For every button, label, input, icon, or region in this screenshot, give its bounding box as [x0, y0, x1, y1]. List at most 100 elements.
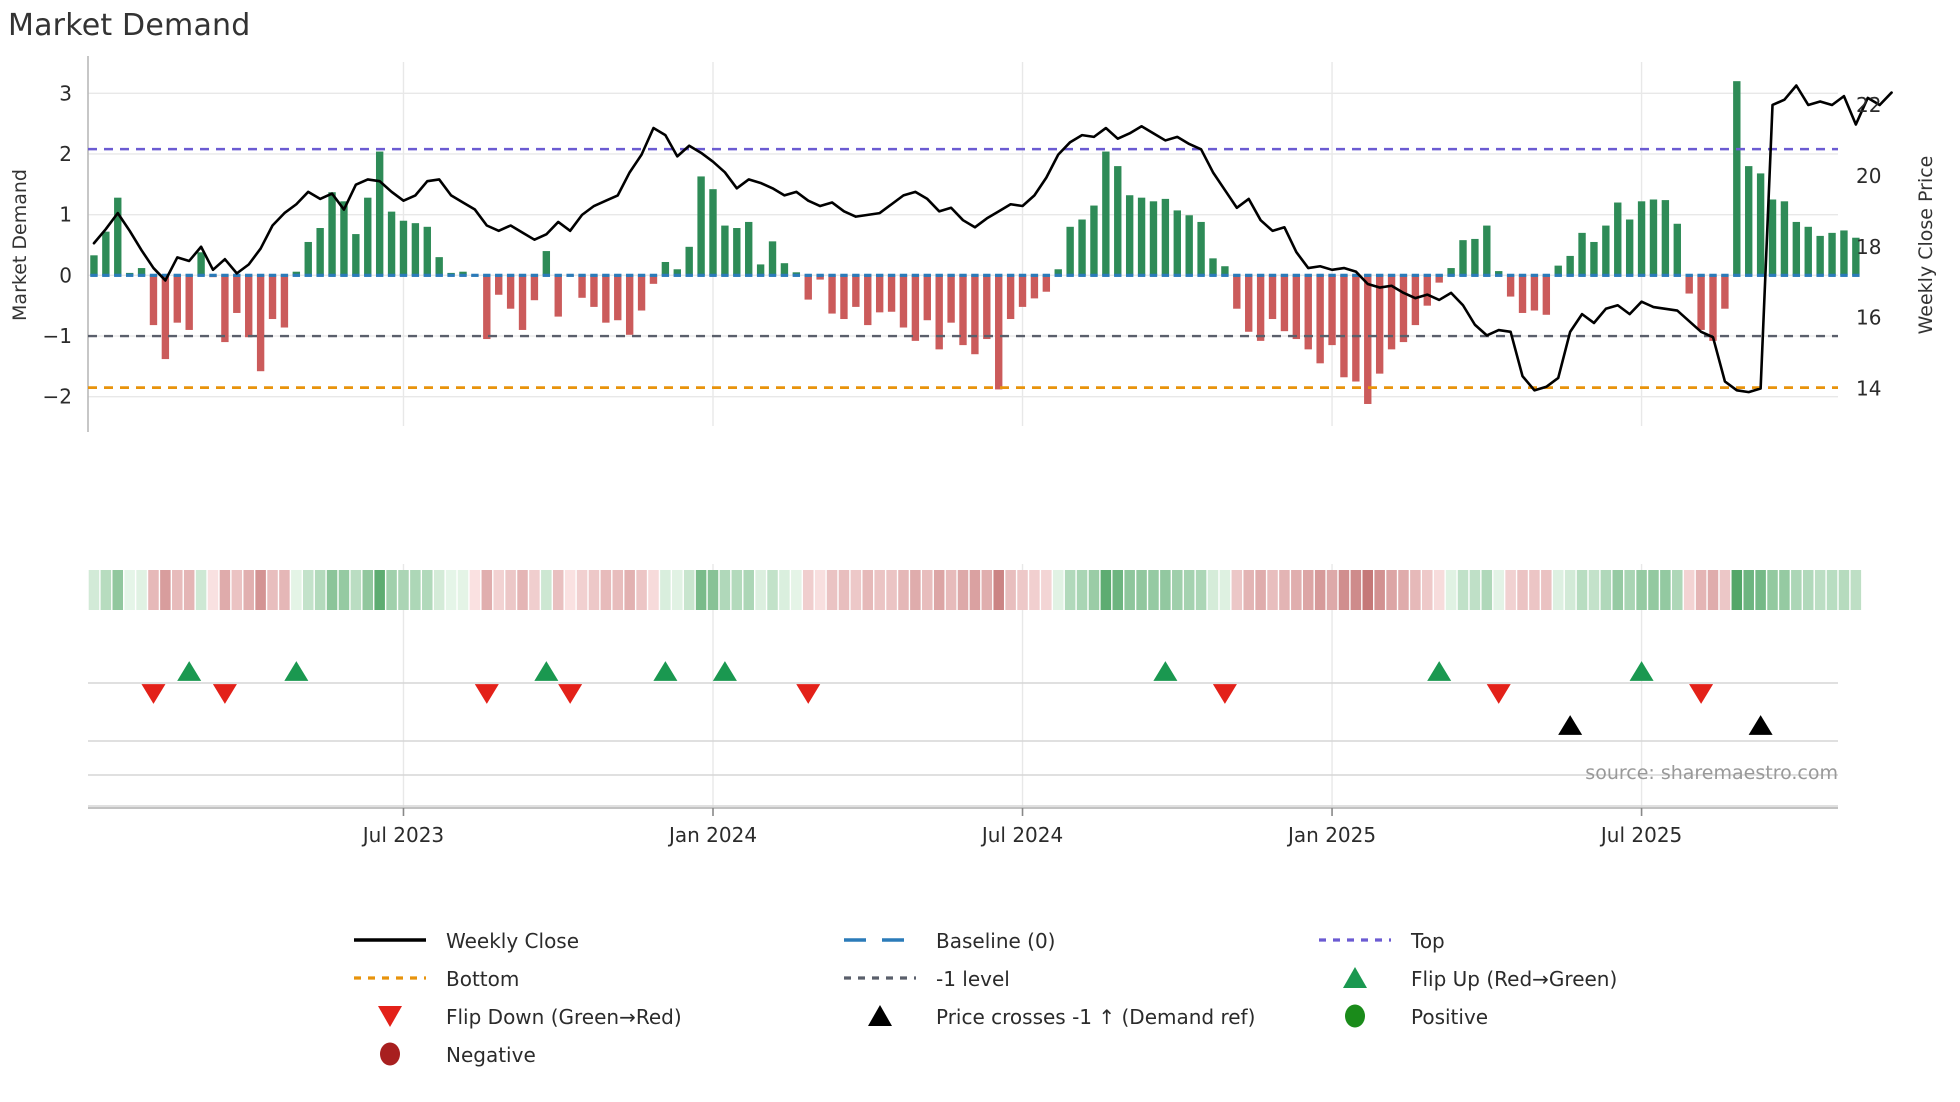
demand-bar [542, 251, 551, 276]
demand-bar [1649, 199, 1658, 276]
flip-down-marker[interactable] [1212, 684, 1237, 704]
flip-up-marker[interactable] [653, 661, 678, 681]
baseline-stub [1542, 273, 1551, 277]
flip-up-marker[interactable] [177, 661, 202, 681]
heatmap-cell [1302, 570, 1314, 610]
demand-bar [721, 225, 729, 276]
flip-down-marker[interactable] [796, 684, 821, 704]
legend-item[interactable]: Bottom [354, 967, 519, 991]
baseline-stub [935, 273, 943, 277]
heatmap-cell [1279, 570, 1290, 610]
legend-item[interactable]: Flip Up (Red→Green) [1343, 967, 1617, 991]
heatmap-cell [1826, 570, 1838, 610]
demand-bar [423, 226, 431, 276]
demand-bar [1530, 275, 1539, 311]
baseline-stub [1399, 273, 1408, 277]
legend-item[interactable]: Baseline (0) [844, 929, 1055, 953]
heatmap-cell [660, 570, 671, 610]
demand-bars [90, 81, 1860, 404]
demand-bar [1673, 223, 1681, 276]
flip-up-marker[interactable] [712, 661, 737, 681]
demand-bar [614, 275, 622, 321]
heatmap-cell [1636, 570, 1647, 610]
baseline-stub [233, 273, 241, 277]
baseline-stub [1268, 273, 1277, 277]
legend-item[interactable]: Top [1319, 929, 1445, 953]
right-tick-label: 18 [1856, 235, 1881, 259]
demand-bar [1197, 221, 1205, 276]
flip-up-marker[interactable] [284, 661, 309, 681]
right-tick-label: 22 [1856, 93, 1881, 117]
legend-marker-triangle-up-icon [868, 1005, 892, 1026]
flip-down-marker[interactable] [1689, 684, 1714, 704]
heatmap-cell [1552, 570, 1564, 610]
demand-bar [1828, 232, 1836, 276]
demand-bar [828, 275, 836, 314]
baseline-stub [518, 273, 527, 277]
flip-down-marker[interactable] [212, 684, 237, 704]
heatmap-cell [993, 570, 1004, 610]
flip-up-marker[interactable] [1153, 661, 1178, 681]
demand-bar [435, 257, 443, 276]
legend-item[interactable]: Negative [380, 1042, 536, 1068]
demand-bar [554, 275, 562, 317]
demand-bar [149, 275, 158, 326]
baseline-stub [625, 273, 634, 277]
heatmap-cell [1291, 570, 1302, 610]
heatmap-cell [1243, 570, 1254, 610]
demand-bar [959, 275, 967, 346]
heatmap-cell [136, 570, 147, 610]
price-cross-marker[interactable] [1558, 715, 1583, 735]
x-tick-label: Jan 2025 [1286, 823, 1376, 847]
legend-item[interactable]: -1 level [844, 967, 1010, 991]
left-tick-label: −2 [43, 385, 72, 409]
legend-label: Baseline (0) [936, 929, 1055, 953]
flip-up-marker[interactable] [1629, 661, 1654, 681]
flip-up-marker[interactable] [1427, 661, 1452, 681]
legend-item[interactable]: Flip Down (Green→Red) [378, 1005, 682, 1029]
legend-label: Price crosses -1 ↑ (Demand ref) [936, 1005, 1255, 1029]
demand-bar [375, 151, 384, 276]
legend-label: Top [1410, 929, 1445, 953]
heatmap-cell [850, 570, 862, 610]
baseline-stub [1483, 273, 1491, 277]
baseline-stub [721, 273, 729, 277]
flip-up-marker[interactable] [534, 661, 559, 681]
demand-bar [411, 223, 420, 276]
legend-item[interactable]: Positive [1345, 1004, 1488, 1030]
baseline-stub [1280, 273, 1289, 277]
heatmap-cell [1041, 570, 1052, 610]
baseline-stub [923, 273, 931, 277]
baseline-stub [1471, 273, 1479, 277]
baseline-stub [245, 273, 253, 277]
baseline-stub [1852, 273, 1860, 277]
heatmap-cell [505, 570, 516, 610]
flip-down-marker[interactable] [1486, 684, 1511, 704]
heatmap-cell [1231, 570, 1243, 610]
demand-bar [161, 275, 170, 360]
baseline-stub [959, 273, 967, 277]
price-cross-marker[interactable] [1748, 715, 1773, 735]
heatmap-cell [898, 570, 909, 610]
demand-bar [697, 176, 705, 276]
heatmap-cell [802, 570, 814, 610]
baseline-stub [1721, 273, 1729, 277]
baseline-stub [1102, 273, 1110, 277]
legend-item[interactable]: Price crosses -1 ↑ (Demand ref) [868, 1005, 1255, 1029]
x-tick-label: Jul 2025 [1599, 823, 1682, 847]
demand-bar [887, 275, 896, 312]
baseline-stub [995, 273, 1003, 277]
baseline-stub [1804, 273, 1812, 277]
source-credit: source: sharemaestro.com [1585, 762, 1838, 784]
baseline-stub [1685, 273, 1693, 277]
legend-item[interactable]: Weekly Close [354, 929, 579, 953]
demand-bar [1495, 271, 1503, 276]
flip-down-marker[interactable] [474, 684, 499, 704]
heatmap-cell [552, 570, 564, 610]
flip-down-marker[interactable] [558, 684, 583, 704]
event-markers [141, 661, 1773, 735]
flip-down-marker[interactable] [141, 684, 166, 704]
baseline-stub [971, 273, 979, 277]
right-axis-title: Weekly Close Price [1915, 156, 1937, 335]
